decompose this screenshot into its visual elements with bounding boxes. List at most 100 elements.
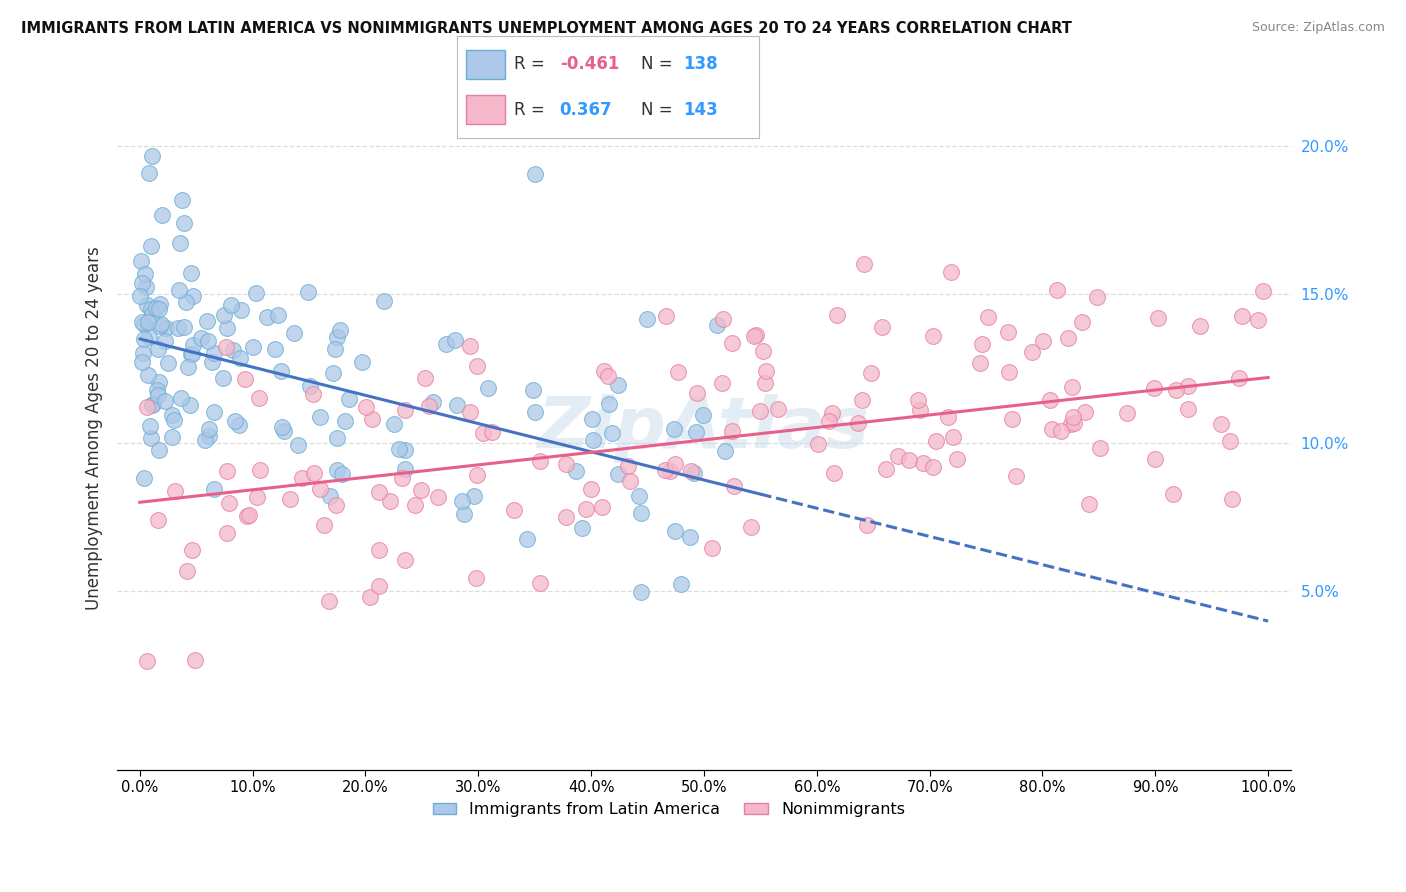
FancyBboxPatch shape [465,50,505,78]
Point [136,315,159,329]
Point [141,307,163,321]
Point [593,364,616,378]
Point [1085,290,1108,304]
Point [298,379,321,393]
Point [875,461,897,475]
Point [394,402,416,417]
Point [946,451,969,466]
Text: ZipAtlas: ZipAtlas [538,393,870,463]
Point [195,313,218,327]
Point [136,298,159,312]
Text: 138: 138 [683,55,718,73]
Point [1090,441,1112,455]
Point [134,268,156,282]
Point [181,338,204,352]
Point [679,463,702,477]
Point [477,381,499,395]
Point [141,431,163,445]
Point [529,576,551,591]
Point [1251,285,1274,299]
Point [153,393,176,408]
Point [145,301,167,315]
Point [145,383,167,397]
Point [418,399,440,413]
Point [202,482,225,496]
Point [167,321,190,335]
Point [607,467,630,481]
Point [662,422,685,436]
Point [326,431,349,445]
Point [219,298,242,312]
Y-axis label: Unemployment Among Ages 20 to 24 years: Unemployment Among Ages 20 to 24 years [86,246,103,610]
Point [617,459,640,474]
Point [160,408,183,422]
Point [465,359,488,373]
Point [721,336,744,351]
Point [630,585,652,599]
Point [524,404,547,418]
Point [360,411,382,425]
Point [591,500,613,515]
Point [134,332,156,346]
Point [1144,452,1167,467]
Point [846,417,869,431]
Point [176,564,198,578]
Point [163,413,186,427]
Point [129,289,152,303]
Point [301,386,323,401]
Point [394,553,416,567]
Point [924,434,946,448]
Point [679,530,702,544]
Point [173,319,195,334]
Point [190,331,212,345]
Point [571,521,593,535]
Point [354,400,377,414]
Point [155,334,177,348]
Point [807,437,830,451]
Point [766,401,789,416]
Point [149,297,172,311]
Point [516,532,538,546]
Point [1246,313,1268,327]
Text: Source: ZipAtlas.com: Source: ZipAtlas.com [1251,21,1385,34]
Point [685,425,707,439]
Point [135,280,157,294]
Point [264,342,287,356]
Point [458,339,481,353]
Point [249,463,271,477]
Text: IMMIGRANTS FROM LATIN AMERICA VS NONIMMIGRANTS UNEMPLOYMENT AMONG AGES 20 TO 24 : IMMIGRANTS FROM LATIN AMERICA VS NONIMMI… [21,21,1071,36]
Point [384,417,406,431]
Point [312,518,335,533]
Point [169,236,191,251]
Point [391,470,413,484]
Point [224,414,246,428]
Point [1177,379,1199,393]
Point [700,541,723,556]
Point [1227,370,1250,384]
Point [1188,319,1211,334]
Point [333,414,356,428]
Point [323,342,346,356]
Point [529,454,551,468]
Point [997,325,1019,339]
Point [754,376,776,390]
Point [627,489,650,503]
Point [181,543,204,558]
Point [907,392,929,407]
Point [297,285,319,299]
Point [404,498,426,512]
Point [581,412,603,426]
Point [714,443,737,458]
Point [322,366,344,380]
Text: -0.461: -0.461 [560,55,619,73]
Point [215,525,238,540]
Point [851,392,873,407]
Point [202,404,225,418]
Point [575,501,598,516]
Point [215,321,238,335]
Point [554,509,576,524]
Point [922,328,945,343]
Point [170,193,193,207]
Point [600,425,623,440]
Point [823,466,845,480]
